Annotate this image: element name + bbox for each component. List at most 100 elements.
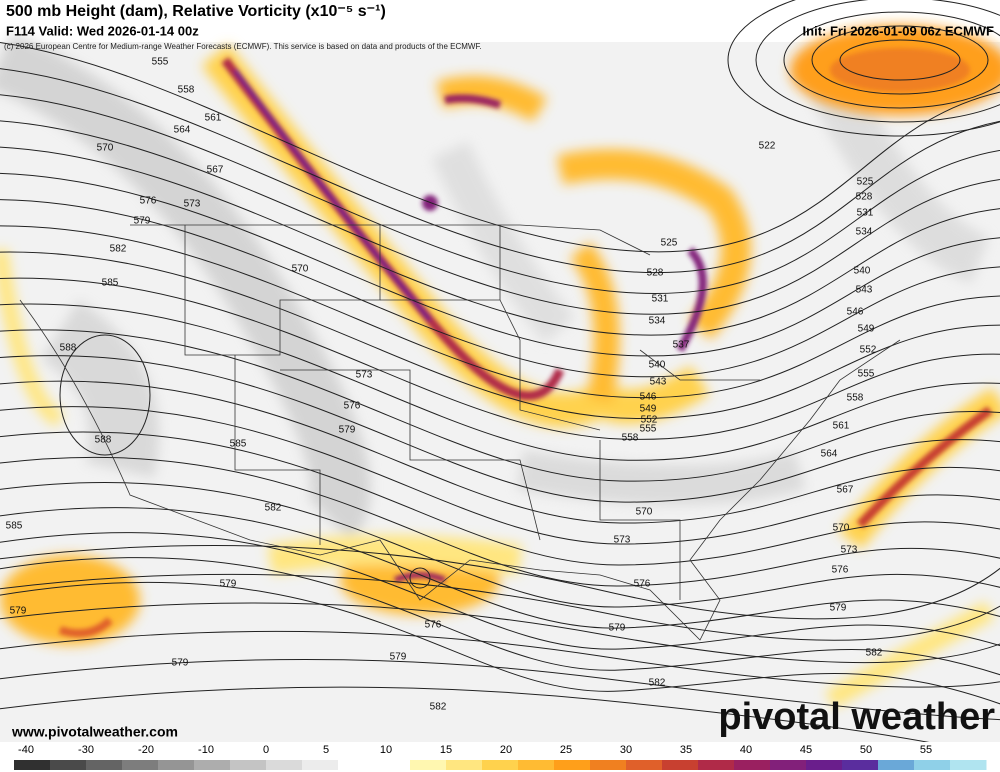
colorbar-tick-label: 45 — [800, 744, 812, 756]
contour-line — [0, 94, 1000, 294]
contour-label: 558 — [622, 433, 639, 444]
colorbar-tick-label: 35 — [680, 744, 692, 756]
contour-label: 564 — [174, 125, 191, 136]
contour-line — [755, 0, 1000, 123]
contour-line — [0, 146, 1000, 336]
colorbar-swatch — [410, 760, 447, 770]
colorbar-tick-label: 55 — [920, 744, 932, 756]
colorbar-swatch — [122, 760, 159, 770]
contour-label: 570 — [833, 523, 850, 534]
credit: (c) 2026 European Centre for Medium-rang… — [4, 42, 482, 51]
colorbar-swatch — [734, 760, 771, 770]
contour-label: 579 — [134, 216, 151, 227]
contour-label: 579 — [172, 658, 189, 669]
contour-label: 573 — [356, 370, 373, 381]
contour-label: 576 — [634, 579, 651, 590]
contour-line — [0, 225, 1000, 399]
contour-line — [727, 0, 1000, 137]
contour-label: 582 — [430, 702, 447, 713]
colorbar-swatch — [266, 760, 303, 770]
colorbar-swatch — [518, 760, 555, 770]
init-time: Init: Fri 2026-01-09 06z ECMWF — [803, 23, 994, 38]
contour-line — [0, 686, 1000, 758]
colorbar-swatch — [158, 760, 195, 770]
colorbar-swatch — [842, 760, 879, 770]
contour-label: 531 — [652, 294, 669, 305]
title: 500 mb Height (dam), Relative Vorticity … — [6, 3, 386, 20]
colorbar-tick-label: 10 — [380, 744, 392, 756]
contour-label: 525 — [857, 177, 874, 188]
contour-line — [59, 334, 151, 456]
contour-label: 573 — [184, 199, 201, 210]
borders — [19, 224, 901, 641]
contour-label: 555 — [858, 369, 875, 380]
contour-line — [0, 380, 1000, 524]
contour-label: 543 — [650, 377, 667, 388]
contour-label: 579 — [609, 623, 626, 634]
colorbar-swatch — [50, 760, 87, 770]
contour-line — [0, 431, 1000, 566]
contour-label: 558 — [178, 85, 195, 96]
colorbar-tick-label: 0 — [263, 744, 269, 756]
colorbar: -40 -30 -20 -10 0 5 10 15 20 25 30 35 40 45 50 55 — [14, 744, 987, 770]
colorbar-swatch — [626, 760, 663, 770]
contour-label: 573 — [841, 545, 858, 556]
contour-label: 555 — [152, 57, 169, 68]
colorbar-tick-label: 20 — [500, 744, 512, 756]
contour-label: 576 — [832, 565, 849, 576]
contour-label: 579 — [390, 652, 407, 663]
contour-label: 573 — [614, 535, 631, 546]
colorbar-tick-label: 25 — [560, 744, 572, 756]
contour-label: 579 — [830, 603, 847, 614]
contour-label: 588 — [95, 435, 112, 446]
contour-label: 585 — [102, 278, 119, 289]
colorbar-swatch — [14, 760, 51, 770]
contour-label: 570 — [292, 264, 309, 275]
colorbar-swatch — [914, 760, 951, 770]
contour-line — [0, 658, 1000, 721]
contour-label: 540 — [649, 360, 666, 371]
colorbar-tick-label: -40 — [18, 744, 34, 756]
contour-line — [0, 303, 1000, 461]
colorbar-swatch — [950, 760, 987, 770]
colorbar-swatch — [482, 760, 519, 770]
colorbar-swatch — [806, 760, 843, 770]
contour-label: 561 — [205, 113, 222, 124]
colorbar-swatch — [338, 760, 375, 770]
contour-line — [839, 39, 961, 81]
contour-label: 582 — [649, 678, 666, 689]
colorbar-tick-label: -10 — [198, 744, 214, 756]
contour-label: 582 — [265, 503, 282, 514]
contour-label: 564 — [821, 449, 838, 460]
contour-label: 549 — [640, 404, 657, 415]
contour-label: 552 — [641, 415, 658, 426]
contour-label: 579 — [10, 606, 27, 617]
colorbar-swatch — [878, 760, 915, 770]
colorbar-swatch — [230, 760, 267, 770]
contour-line — [409, 567, 431, 589]
colorbar-tick-label: 15 — [440, 744, 452, 756]
colorbar-swatch — [86, 760, 123, 770]
contour-label: 546 — [847, 307, 864, 318]
contour-line — [0, 120, 1000, 315]
contour-line — [0, 251, 1000, 420]
contour-label: 558 — [847, 393, 864, 404]
contour-label: 555 — [640, 424, 657, 435]
contour-label: 576 — [425, 620, 442, 631]
colorbar-tick-label: -30 — [78, 744, 94, 756]
logo: pivotal weather — [718, 696, 995, 738]
contour-line — [0, 355, 1000, 503]
colorbar-swatch — [446, 760, 483, 770]
colorbar-swatch — [698, 760, 735, 770]
contour-line — [0, 482, 1000, 608]
contour-label: 549 — [858, 324, 875, 335]
contour-label: 534 — [856, 227, 873, 238]
contour-label: 570 — [636, 507, 653, 518]
colorbar-tick-label: 5 — [323, 744, 329, 756]
contour-label: 588 — [60, 343, 77, 354]
contour-line — [0, 630, 1000, 688]
contour-label: 531 — [857, 208, 874, 219]
